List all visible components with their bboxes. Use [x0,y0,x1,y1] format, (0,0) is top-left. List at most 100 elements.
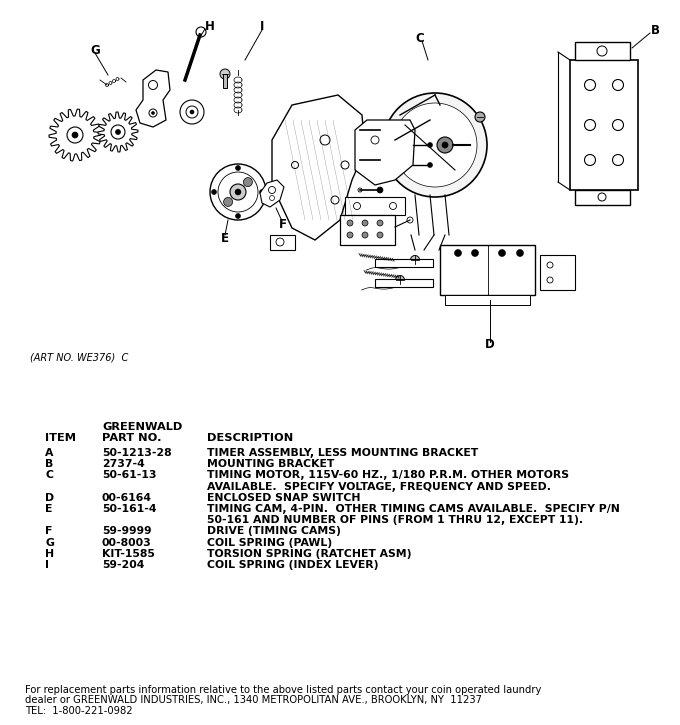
Circle shape [148,80,158,89]
Text: GREENWALD: GREENWALD [102,422,182,432]
Text: I: I [260,20,265,33]
Bar [575,42,630,60]
Text: DESCRIPTION: DESCRIPTION [207,433,293,443]
Bar [340,215,395,245]
Circle shape [230,184,246,200]
Text: C: C [415,31,424,44]
Circle shape [377,232,383,238]
Circle shape [437,137,453,153]
Circle shape [371,136,379,144]
Text: E: E [45,504,52,514]
Circle shape [613,120,624,130]
Text: 59-9999: 59-9999 [102,526,152,536]
Text: F: F [45,526,52,536]
Circle shape [498,249,505,257]
Circle shape [613,154,624,165]
Circle shape [243,178,252,186]
Circle shape [111,125,125,139]
Text: For replacement parts information relative to the above listed parts contact you: For replacement parts information relati… [25,685,541,695]
Circle shape [354,202,360,210]
Circle shape [411,255,420,265]
Text: TEL:  1-800-221-0982: TEL: 1-800-221-0982 [25,706,133,716]
Text: TIMING MOTOR, 115V-60 HZ., 1/180 P.R.M. OTHER MOTORS: TIMING MOTOR, 115V-60 HZ., 1/180 P.R.M. … [207,471,569,481]
Circle shape [190,110,194,114]
Circle shape [186,106,198,118]
Circle shape [220,69,230,79]
Circle shape [613,80,624,91]
Circle shape [218,172,258,212]
Text: G: G [90,44,100,57]
Circle shape [347,220,353,226]
Circle shape [377,127,383,133]
Circle shape [269,186,275,194]
Circle shape [331,196,339,204]
Circle shape [383,93,487,197]
Bar [575,190,630,205]
Circle shape [224,197,233,207]
Circle shape [72,132,78,138]
Text: H: H [205,20,215,33]
Circle shape [67,127,83,143]
Text: D: D [45,493,54,503]
Circle shape [377,220,383,226]
Text: ENCLOSED SNAP SWITCH: ENCLOSED SNAP SWITCH [207,493,360,503]
Bar [270,235,295,250]
Circle shape [377,157,383,163]
Circle shape [358,128,362,132]
Polygon shape [98,112,138,152]
Circle shape [235,189,241,195]
Text: dealer or GREENWALD INDUSTRIES, INC., 1340 METROPOLITAN AVE., BROOKLYN, NY  1123: dealer or GREENWALD INDUSTRIES, INC., 13… [25,695,482,705]
Circle shape [149,109,157,117]
Text: 00-8003: 00-8003 [102,538,152,547]
Circle shape [377,187,383,193]
Text: TIMER ASSEMBLY, LESS MOUNTING BRACKET: TIMER ASSEMBLY, LESS MOUNTING BRACKET [207,448,478,458]
Circle shape [180,100,204,124]
Circle shape [358,188,362,192]
Bar [375,259,433,267]
Circle shape [585,120,596,130]
Circle shape [276,238,284,246]
Circle shape [454,249,462,257]
Circle shape [358,158,362,162]
Circle shape [362,232,368,238]
Circle shape [347,232,353,238]
Text: B: B [651,23,660,36]
Text: PART NO.: PART NO. [102,433,162,443]
Circle shape [152,112,154,115]
Polygon shape [136,70,170,127]
Circle shape [390,202,396,210]
Text: KIT-1585: KIT-1585 [102,549,155,559]
Circle shape [428,143,432,147]
Circle shape [210,164,266,220]
Circle shape [547,262,553,268]
Text: COIL SPRING (INDEX LEVER): COIL SPRING (INDEX LEVER) [207,560,379,570]
Text: TORSION SPRING (RATCHET ASM): TORSION SPRING (RATCHET ASM) [207,549,411,559]
Circle shape [471,249,479,257]
Circle shape [393,103,477,187]
Text: AVAILABLE.  SPECIFY VOLTAGE, FREQUENCY AND SPEED.: AVAILABLE. SPECIFY VOLTAGE, FREQUENCY AN… [207,481,551,492]
Polygon shape [272,95,365,240]
Circle shape [362,220,368,226]
Circle shape [211,189,216,194]
Circle shape [585,80,596,91]
Circle shape [196,27,206,37]
Circle shape [320,135,330,145]
Text: H: H [45,549,54,559]
Circle shape [396,276,405,284]
Text: TIMING CAM, 4-PIN.  OTHER TIMING CAMS AVAILABLE.  SPECIFY P/N: TIMING CAM, 4-PIN. OTHER TIMING CAMS AVA… [207,504,620,514]
Text: A: A [45,448,53,458]
Circle shape [597,46,607,56]
Text: MOUNTING BRACKET: MOUNTING BRACKET [207,459,335,469]
Circle shape [116,130,120,135]
Circle shape [407,217,413,223]
Circle shape [442,142,448,148]
Circle shape [547,277,553,283]
Polygon shape [260,180,284,207]
Bar [223,74,227,88]
Text: ITEM: ITEM [45,433,76,443]
Text: COIL SPRING (PAWL): COIL SPRING (PAWL) [207,538,332,547]
Bar [440,245,535,295]
Text: C: C [45,471,53,481]
Text: G: G [45,538,54,547]
Circle shape [292,162,299,168]
